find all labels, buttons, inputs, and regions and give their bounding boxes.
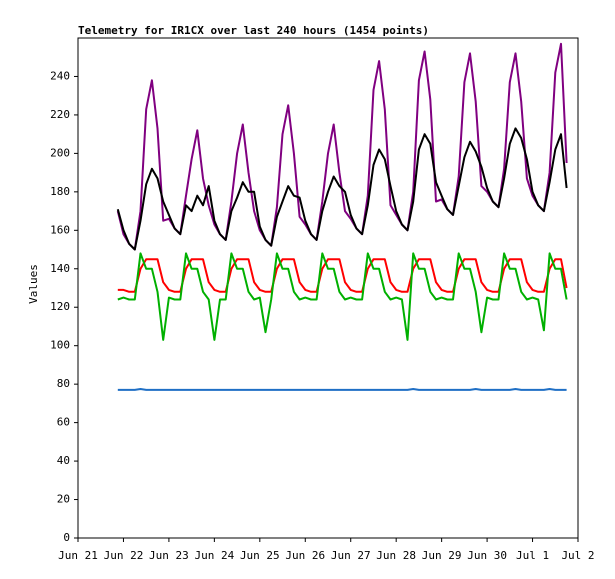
x-tick-label: Jun 28 — [376, 549, 416, 562]
y-tick-label: 140 — [50, 262, 70, 275]
y-tick-label: 200 — [50, 146, 70, 159]
series-line — [117, 388, 567, 391]
y-tick-label: 60 — [57, 416, 70, 429]
y-tick-label: 220 — [50, 108, 70, 121]
y-tick-label: 180 — [50, 185, 70, 198]
series-line — [117, 252, 568, 341]
x-tick-label: Jun 25 — [240, 549, 280, 562]
y-tick-label: 160 — [50, 223, 70, 236]
x-tick-label: Jun 30 — [467, 549, 507, 562]
y-tick-label: 100 — [50, 339, 70, 352]
y-tick-label: 40 — [57, 454, 70, 467]
y-tick-label: 80 — [57, 377, 70, 390]
series-line — [116, 127, 568, 251]
y-tick-label: 0 — [63, 531, 70, 544]
y-tick-label: 240 — [50, 69, 70, 82]
plot-frame — [77, 37, 579, 539]
x-tick-label: Jul 2 — [561, 549, 594, 562]
x-tick-label: Jun 27 — [331, 549, 371, 562]
series-line — [117, 258, 568, 293]
x-tick-label: Jun 22 — [104, 549, 144, 562]
chart-title: Telemetry for IR1CX over last 240 hours … — [78, 24, 429, 37]
x-tick-label: Jun 24 — [194, 549, 234, 562]
y-axis-label: Values — [27, 264, 40, 304]
x-tick-label: Jun 26 — [285, 549, 325, 562]
y-tick-label: 120 — [50, 300, 70, 313]
x-tick-label: Jun 29 — [422, 549, 462, 562]
x-tick-label: Jun 23 — [149, 549, 189, 562]
y-tick-label: 20 — [57, 493, 70, 506]
x-tick-label: Jun 21 — [58, 549, 98, 562]
x-tick-label: Jul 1 — [516, 549, 549, 562]
